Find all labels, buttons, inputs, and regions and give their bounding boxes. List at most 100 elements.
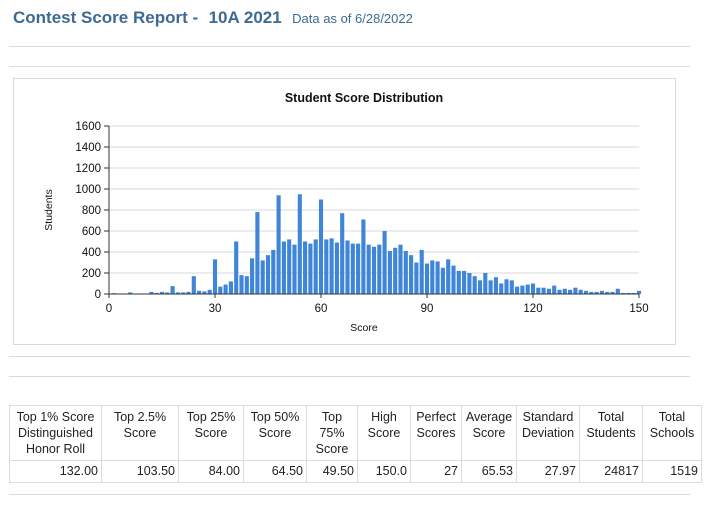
bar: [631, 292, 636, 294]
bar: [488, 280, 493, 294]
chart-canvas: Student Score Distribution02004006008001…: [43, 91, 649, 334]
bar: [128, 292, 133, 294]
stats-value-cell: 1519: [642, 460, 702, 483]
x-tick-label: 150: [629, 303, 648, 315]
stats-value-cell: 27: [410, 460, 462, 483]
bar: [440, 267, 445, 294]
bar: [472, 276, 477, 294]
bar: [562, 288, 567, 294]
bar: [377, 244, 382, 294]
bar: [599, 290, 604, 294]
report-header: Contest Score Report - 10A 2021 Data as …: [13, 8, 413, 28]
bar: [583, 290, 589, 294]
x-tick-label: 120: [523, 303, 542, 315]
bar: [520, 285, 525, 294]
y-tick-label: 1400: [75, 142, 101, 154]
divider: [9, 356, 690, 357]
bar: [504, 279, 509, 294]
stats-value-cell: 24817: [579, 460, 643, 483]
bar: [271, 249, 276, 294]
bar: [228, 281, 233, 294]
bar: [297, 194, 302, 294]
stats-header-cell: Top 2.5% Score: [101, 405, 179, 461]
bar: [255, 212, 260, 294]
bar: [435, 261, 440, 294]
stats-value-cell: 49.50: [306, 460, 358, 483]
x-tick-label: 60: [315, 303, 328, 315]
bar: [371, 246, 377, 294]
bar: [530, 283, 536, 294]
bar: [345, 240, 350, 294]
stats-value-cell: 27.97: [516, 460, 580, 483]
y-tick-label: 800: [82, 205, 101, 217]
bar: [356, 243, 361, 294]
stats-header-cell: Top 75% Score: [306, 405, 358, 461]
bar: [292, 244, 297, 294]
bar: [276, 195, 281, 294]
bar: [636, 290, 642, 294]
divider: [9, 66, 690, 67]
data-as-of: Data as of 6/28/2022: [292, 11, 413, 26]
stats-value-cell: 65.53: [461, 460, 517, 483]
bar: [626, 292, 631, 294]
bar: [594, 291, 599, 294]
bar: [610, 291, 615, 294]
stats-value-cell: 84.00: [178, 460, 244, 483]
stats-value-cell: 103.50: [101, 460, 179, 483]
stats-value-cell: 64.50: [243, 460, 307, 483]
bar: [621, 292, 626, 294]
bar: [175, 292, 180, 294]
bar: [456, 270, 461, 294]
stats-header-cell: Perfect Scores: [410, 405, 462, 461]
bar: [462, 270, 467, 294]
bar: [366, 244, 371, 294]
bar: [191, 276, 196, 294]
bar: [446, 259, 451, 294]
bar: [499, 283, 504, 294]
stats-header-cell: Top 1% Score Distinguished Honor Roll: [9, 405, 102, 461]
bar: [419, 249, 424, 294]
bar: [393, 247, 398, 294]
bar: [350, 243, 355, 294]
bar: [197, 290, 202, 294]
y-tick-label: 1600: [75, 121, 101, 133]
stats-header-cell: Average Score: [461, 405, 517, 461]
bar: [525, 284, 530, 294]
bar: [578, 289, 583, 294]
bar: [334, 242, 339, 294]
bar: [202, 291, 207, 294]
bar: [536, 287, 541, 294]
divider: [9, 46, 690, 47]
bar: [313, 239, 318, 294]
bar: [605, 291, 610, 294]
bar: [546, 288, 551, 294]
bar: [287, 239, 292, 294]
report-title: Contest Score Report -: [13, 8, 199, 27]
bar: [218, 286, 223, 294]
bar: [515, 286, 520, 294]
bar: [451, 265, 456, 294]
bar: [149, 291, 154, 294]
x-axis-label: Score: [350, 322, 378, 334]
bar: [308, 243, 313, 294]
bar: [430, 260, 435, 294]
stats-table: Top 1% Score Distinguished Honor Roll Top…: [9, 405, 702, 483]
bar: [186, 291, 191, 294]
bar: [340, 213, 345, 294]
bar: [573, 287, 578, 294]
bar: [589, 291, 594, 294]
bar: [239, 275, 244, 294]
bar: [170, 286, 175, 294]
divider: [9, 376, 690, 377]
bar: [265, 255, 271, 294]
bar: [403, 250, 408, 294]
bar: [509, 280, 514, 294]
bar: [303, 241, 308, 294]
stats-value-cell: 150.0: [357, 460, 411, 483]
y-axis-label: Students: [43, 189, 55, 230]
stats-header-row: Top 1% Score Distinguished Honor Roll Top…: [9, 405, 702, 461]
stats-header-cell: Standard Deviation: [516, 405, 580, 461]
bar: [414, 262, 419, 294]
bar: [324, 239, 329, 294]
bar: [467, 273, 472, 294]
